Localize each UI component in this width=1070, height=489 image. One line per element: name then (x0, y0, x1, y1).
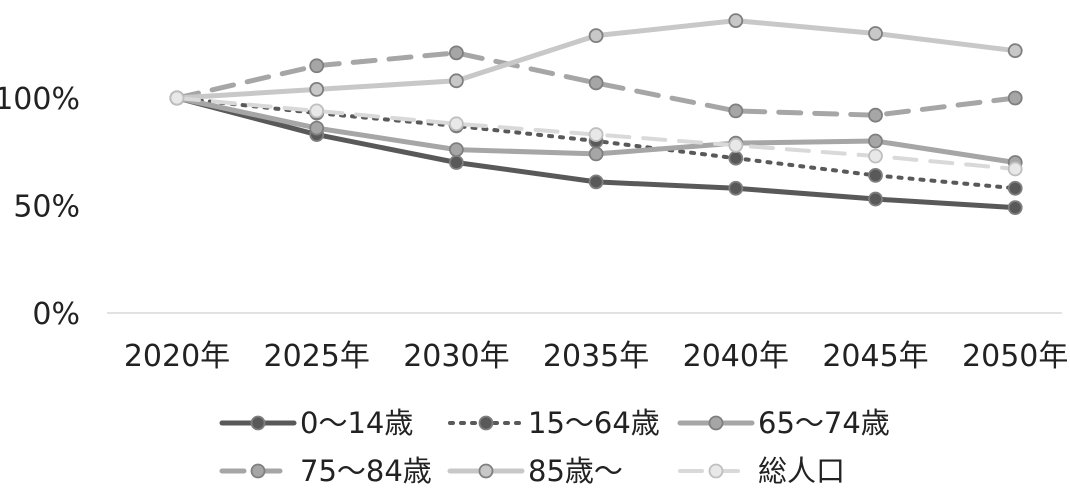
data-point (868, 167, 883, 183)
x-tick-label: 2035年 (543, 339, 649, 374)
legend-label: 総人口 (758, 454, 845, 488)
series-5 (169, 13, 1023, 106)
legend-item: 65～74歳 (677, 406, 890, 440)
legend-label: 75～84歳 (300, 454, 432, 488)
data-point (588, 174, 604, 190)
data-point (588, 127, 604, 142)
data-point (1007, 90, 1023, 106)
data-point (169, 90, 185, 106)
legend-label: 65～74歳 (758, 406, 890, 440)
x-tick-label: 2050年 (962, 339, 1068, 374)
data-point (588, 75, 604, 91)
data-point (728, 180, 744, 196)
data-point (588, 28, 604, 44)
data-point (868, 107, 883, 123)
data-point (728, 137, 744, 153)
data-point (1007, 180, 1023, 196)
data-point (448, 142, 464, 158)
data-point (728, 13, 744, 29)
legend-item: 85歳～ (447, 454, 623, 488)
data-point (868, 191, 883, 207)
legend-label: 0～14歳 (300, 406, 413, 440)
legend-swatch-marker (708, 463, 724, 479)
data-point (448, 116, 464, 132)
legend-item: 0～14歳 (219, 406, 413, 440)
legend-swatch-marker (708, 415, 724, 431)
data-point (1007, 43, 1023, 59)
data-point (588, 146, 604, 162)
x-tick-label: 2040年 (683, 339, 789, 374)
x-tick-label: 2025年 (264, 339, 370, 374)
y-tick-label: 100% (0, 82, 80, 117)
data-point (728, 150, 744, 166)
legend-item: 15～64歳 (448, 406, 660, 440)
y-axis-ticks: 0% 50% 100% (0, 82, 80, 332)
legend-swatch-marker (478, 463, 494, 479)
series-lines (169, 13, 1023, 216)
legend-label: 85歳～ (528, 454, 623, 488)
x-tick-label: 2045年 (822, 339, 928, 374)
legend-item: 75～84歳 (219, 454, 432, 488)
data-point (1007, 200, 1023, 216)
data-point (728, 103, 744, 119)
y-tick-label: 50% (13, 190, 80, 225)
legend: 0～14歳 15～64歳 65～74歳 75～84歳 85歳～ 総人口 (219, 406, 890, 488)
data-point (448, 155, 464, 170)
data-point (309, 58, 325, 74)
data-point (309, 103, 325, 119)
legend-swatch-marker (250, 415, 266, 431)
legend-swatch-marker (478, 415, 494, 431)
x-tick-label: 2030年 (403, 339, 509, 374)
x-tick-label: 2020年 (124, 339, 230, 374)
series-6 (169, 90, 1023, 177)
legend-item: 総人口 (678, 454, 845, 488)
data-point (868, 133, 883, 149)
data-point (448, 73, 464, 89)
x-axis-ticks: 2020年 2025年 2030年 2035年 2040年 2045年 2050年 (124, 339, 1069, 374)
data-point (448, 45, 464, 61)
data-point (868, 148, 883, 164)
y-tick-label: 0% (32, 297, 80, 332)
legend-swatch-marker (250, 463, 266, 479)
data-point (309, 82, 325, 97)
data-point (868, 26, 883, 41)
legend-label: 15～64歳 (528, 406, 660, 440)
data-point (1007, 161, 1023, 177)
data-point (309, 120, 325, 136)
